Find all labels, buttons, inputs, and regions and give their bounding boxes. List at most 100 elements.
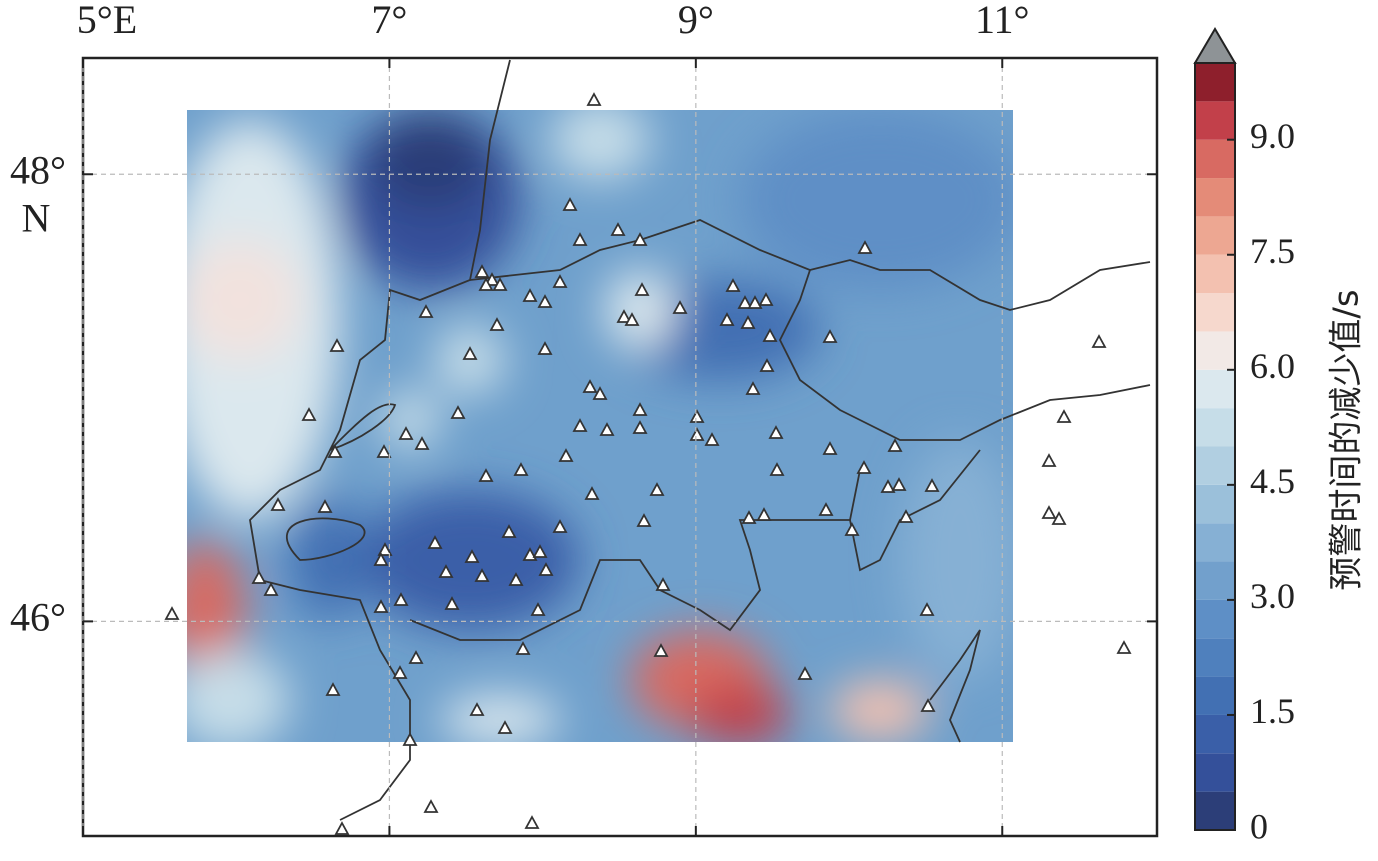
colorbar-segment: [1195, 484, 1235, 524]
station: [450, 405, 466, 419]
station: [562, 197, 578, 211]
colorbar-segment: [1195, 254, 1235, 294]
station: [616, 309, 632, 323]
station: [164, 606, 180, 620]
station: [740, 315, 756, 329]
station: [689, 427, 705, 441]
station: [423, 799, 439, 813]
station: [408, 650, 424, 664]
colorbar-segment: [1195, 599, 1235, 639]
station: [741, 510, 757, 524]
station: [769, 462, 785, 476]
station: [317, 499, 333, 513]
station: [759, 358, 775, 372]
station: [474, 264, 490, 278]
station: [532, 544, 548, 558]
station: [522, 288, 538, 302]
station: [329, 338, 345, 352]
station: [689, 409, 705, 423]
station: [1056, 409, 1072, 423]
station: [1116, 640, 1132, 654]
station: [552, 274, 568, 288]
station: [599, 422, 615, 436]
station: [376, 444, 392, 458]
station: [572, 418, 588, 432]
colorbar: 0 1.5 3.0 4.5 6.0 7.5 9.0: [1193, 27, 1295, 846]
station: [402, 732, 418, 746]
station: [758, 292, 774, 306]
station: [898, 509, 914, 523]
colorbar-segment: [1195, 523, 1235, 562]
colorbar-tick-label: 7.5: [1250, 231, 1295, 271]
station: [513, 462, 529, 476]
station: [334, 821, 350, 835]
colorbar-tick-label: 1.5: [1250, 691, 1295, 731]
station: [478, 468, 494, 482]
station: [745, 381, 761, 395]
colorbar-segment: [1195, 446, 1235, 485]
borders: [249, 59, 1151, 821]
station: [768, 425, 784, 439]
colorbar-segment: [1195, 638, 1235, 677]
x-tick-label: 11°: [975, 0, 1030, 42]
station: [484, 272, 500, 286]
colorbar-segment: [1195, 63, 1235, 102]
station: [797, 666, 813, 680]
station: [327, 444, 343, 458]
colorbar-segment: [1195, 561, 1235, 600]
station: [822, 441, 838, 455]
station: [582, 379, 598, 393]
station: [414, 436, 430, 450]
station: [610, 222, 626, 236]
colorbar-segment: [1195, 178, 1235, 217]
station: [373, 552, 389, 566]
colorbar-tick-label: 9.0: [1250, 116, 1295, 156]
station: [891, 477, 907, 491]
station: [301, 407, 317, 421]
station: [263, 582, 279, 596]
station: [1091, 334, 1107, 348]
axes: 5°E 7° 9° 11° 48° 46° N: [10, 0, 1157, 836]
station: [919, 602, 935, 616]
colorbar-tick-label: 6.0: [1250, 346, 1295, 386]
colorbar-label: 预警时间的减少值/s: [1327, 289, 1367, 590]
station: [508, 572, 524, 586]
station: [464, 549, 480, 563]
colorbar-segment: [1195, 676, 1235, 715]
station: [636, 513, 652, 527]
station: [762, 328, 778, 342]
station: [497, 720, 513, 734]
station: [537, 341, 553, 355]
station: [552, 519, 568, 533]
station: [492, 277, 508, 291]
station: [880, 479, 896, 493]
station: [592, 386, 608, 400]
station: [501, 524, 517, 538]
x-tick-label: 9°: [678, 0, 714, 42]
x-tick-label: 7°: [371, 0, 407, 42]
station: [649, 482, 665, 496]
field: [187, 110, 1013, 742]
station: [655, 577, 671, 591]
station: [584, 486, 600, 500]
station: [444, 596, 460, 610]
y-tick-label: 46°: [10, 595, 66, 640]
station: [489, 317, 505, 331]
colorbar-segment: [1195, 408, 1235, 447]
station: [572, 232, 588, 246]
station: [478, 277, 494, 291]
x-tick-label: 5°E: [77, 0, 137, 42]
station: [530, 602, 546, 616]
station: [373, 599, 389, 613]
station: [469, 702, 485, 716]
station: [393, 592, 409, 606]
station: [632, 232, 648, 246]
station: [427, 535, 443, 549]
station: [653, 643, 669, 657]
station: [538, 562, 554, 576]
station: [270, 497, 286, 511]
station: [737, 295, 753, 309]
station: [920, 698, 936, 712]
colorbar-segment: [1195, 139, 1235, 179]
station: [632, 420, 648, 434]
